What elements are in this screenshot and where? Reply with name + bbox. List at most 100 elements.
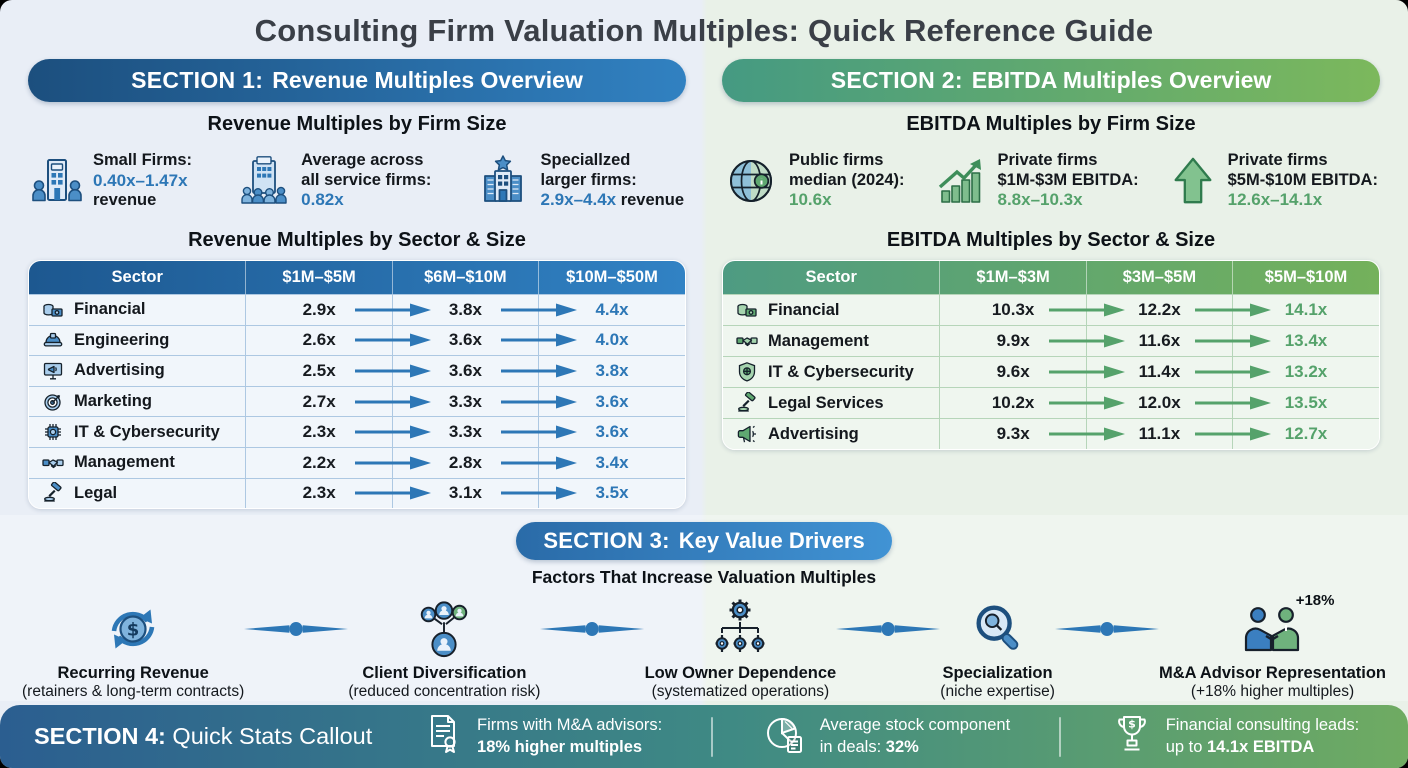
section2-header-prefix: SECTION 2: <box>830 67 963 93</box>
certificate-icon <box>421 712 465 761</box>
multiple-value: 4.0x <box>595 330 629 350</box>
chart-up-icon <box>932 154 988 208</box>
firm-size-line: Public firms <box>789 150 884 169</box>
driver-title: M&A Advisor Representation <box>1158 664 1387 683</box>
money-icon <box>42 299 64 321</box>
column-header: $3M–$5M <box>1085 261 1232 294</box>
sector-cell: Engineering <box>29 326 245 356</box>
pie-chart-icon <box>762 712 808 761</box>
multiple-value: 2.7x <box>302 391 336 411</box>
section2-header: SECTION 2: EBITDA Multiples Overview <box>722 59 1380 102</box>
multiple-value: 4.4x <box>595 299 629 319</box>
value-driver-item: +18% M&A Advisor Representation (+18% high… <box>1158 592 1387 701</box>
up-arrow-icon <box>1167 154 1219 208</box>
section3-subtitle: Factors That Increase Valuation Multiple… <box>531 567 877 588</box>
table-row: Management 9.9x 11.6x 13.4x <box>723 325 1379 356</box>
table-row: Engineering 2.6x 3.6x 4.0x <box>29 324 685 356</box>
multiple-value-cell: 3.6x <box>354 325 538 356</box>
value-driver-item: Client Diversification (reduced concentra… <box>348 596 540 701</box>
section1-table-title: Revenue Multiples by Sector & Size <box>188 229 526 251</box>
multiple-value-cell: 13.2x <box>1195 357 1379 387</box>
multiple-value-cell: 10.2x <box>939 388 1085 418</box>
sector-cell: IT & Cybersecurity <box>29 417 245 447</box>
multiple-value: 3.6x <box>448 360 482 380</box>
multiple-value-cell: 9.6x <box>939 357 1085 387</box>
multiple-value: 11.1x <box>1138 424 1181 443</box>
multiple-value: 11.6x <box>1138 331 1181 350</box>
building-star-icon <box>475 155 531 207</box>
multiple-value: 2.5x <box>302 360 336 380</box>
handshake-icon <box>42 452 64 474</box>
sector-cell: Management <box>29 448 245 478</box>
multiple-value: 3.6x <box>595 422 629 442</box>
firm-size-item: Speciallzed larger firms: 2.9x–4.4x revenu… <box>475 151 684 211</box>
section1-header-prefix: SECTION 1: <box>131 67 264 93</box>
sector-cell: Advertising <box>723 419 939 449</box>
firm-size-line: 0.82x <box>301 190 344 210</box>
firm-size-item: Average across all service firms: 0.82x <box>236 151 431 211</box>
multiple-value: 9.6x <box>996 362 1030 381</box>
section1-header-title: Revenue Multiples Overview <box>272 67 583 93</box>
shield-icon <box>736 361 758 383</box>
value-drivers-row: $ Recurring Revenue (retainers & long-term… <box>0 592 1408 701</box>
multiple-value: 3.5x <box>595 483 629 503</box>
multiple-value: 11.4x <box>1138 362 1181 381</box>
multiple-value: 3.3x <box>448 422 482 442</box>
section1-firm-size-title: Revenue Multiples by Firm Size <box>207 113 507 135</box>
driver-title: Low Owner Dependence <box>644 664 837 683</box>
firm-size-line: median (2024): <box>789 170 905 189</box>
driver-connector-icon <box>244 621 349 637</box>
sector-cell: Financial <box>723 295 939 325</box>
sector-cell: Marketing <box>29 387 245 417</box>
firm-size-line: 8.8x–10.3x <box>997 190 1083 210</box>
multiple-value-cell: 14.1x <box>1195 295 1379 325</box>
multiple-value-cell: 13.4x <box>1195 326 1379 356</box>
trophy-icon: $ <box>1110 712 1154 761</box>
firm-size-text: Private firms $1M-$3M EBITDA: 8.8x–10.3x <box>997 151 1138 211</box>
hardhat-icon <box>42 329 64 351</box>
section4-header-title: Quick Stats Callout <box>172 723 373 749</box>
multiple-value: 3.4x <box>595 452 629 472</box>
multiple-value-cell: 9.3x <box>939 419 1085 449</box>
firm-size-line: 2.9x–4.4x revenue <box>540 190 684 210</box>
quick-stat: Firms with M&A advisors: 18% higher multi… <box>421 712 662 761</box>
value-driver-item: Low Owner Dependence (systematized operat… <box>644 596 837 701</box>
table-row: Marketing 2.7x 3.3x 3.6x <box>29 385 685 417</box>
firm-size-line: Private firms <box>1227 150 1328 169</box>
megaphone-icon <box>736 423 758 445</box>
multiple-value: 10.3x <box>991 300 1035 319</box>
firm-size-line: Private firms <box>997 150 1098 169</box>
section3-header-title: Key Value Drivers <box>678 528 865 554</box>
quick-stat-line: Average stock component <box>819 716 1011 735</box>
multiple-value: 3.6x <box>595 391 629 411</box>
firm-size-line: 10.6x <box>789 190 832 210</box>
quick-stat-line: Firms with M&A advisors: <box>477 716 663 735</box>
driver-connector-icon <box>540 621 645 637</box>
value-driver-item: $ Recurring Revenue (retainers & long-term… <box>22 596 244 701</box>
multiple-value: 3.1x <box>448 483 482 503</box>
section4-header-prefix: SECTION 4: <box>34 723 166 749</box>
multiple-value: 2.6x <box>302 330 336 350</box>
multiple-value: 3.3x <box>448 391 482 411</box>
column-header: $1M–$3M <box>939 261 1085 294</box>
quick-stat-line: Financial consulting leads: <box>1165 716 1360 735</box>
top-columns: SECTION 1: Revenue Multiples Overview Re… <box>0 59 1408 510</box>
multiple-value: 12.7x <box>1284 424 1328 443</box>
page-title: Consulting Firm Valuation Multiples: Qui… <box>254 13 1154 48</box>
multiple-value: 2.3x <box>302 483 336 503</box>
multiple-value: 3.6x <box>448 330 482 350</box>
sector-name: IT & Cybersecurity <box>74 422 220 441</box>
target-icon <box>42 391 64 413</box>
multiple-value: 3.8x <box>595 360 629 380</box>
sector-cell: Legal Services <box>723 388 939 418</box>
firm-size-line: revenue <box>93 191 157 210</box>
section2-firm-size-row: Public firms median (2024): 10.6x Private f… <box>722 144 1380 218</box>
multiple-value-cell: 3.8x <box>501 356 685 386</box>
column-header: $5M–$10M <box>1232 261 1379 294</box>
recurring-revenue-icon: $ <box>101 596 165 662</box>
quick-stat-text: Financial consulting leads: up to 14.1x E… <box>1166 715 1360 757</box>
ebitda-multiples-table: Sector $1M–$3M $3M–$5M $5M–$10M Financial 10.… <box>722 260 1380 450</box>
section1-column: SECTION 1: Revenue Multiples Overview Re… <box>28 59 686 510</box>
table-header-row: Sector $1M–$3M $3M–$5M $5M–$10M <box>723 261 1379 294</box>
multiple-value-cell: 10.3x <box>939 295 1085 325</box>
